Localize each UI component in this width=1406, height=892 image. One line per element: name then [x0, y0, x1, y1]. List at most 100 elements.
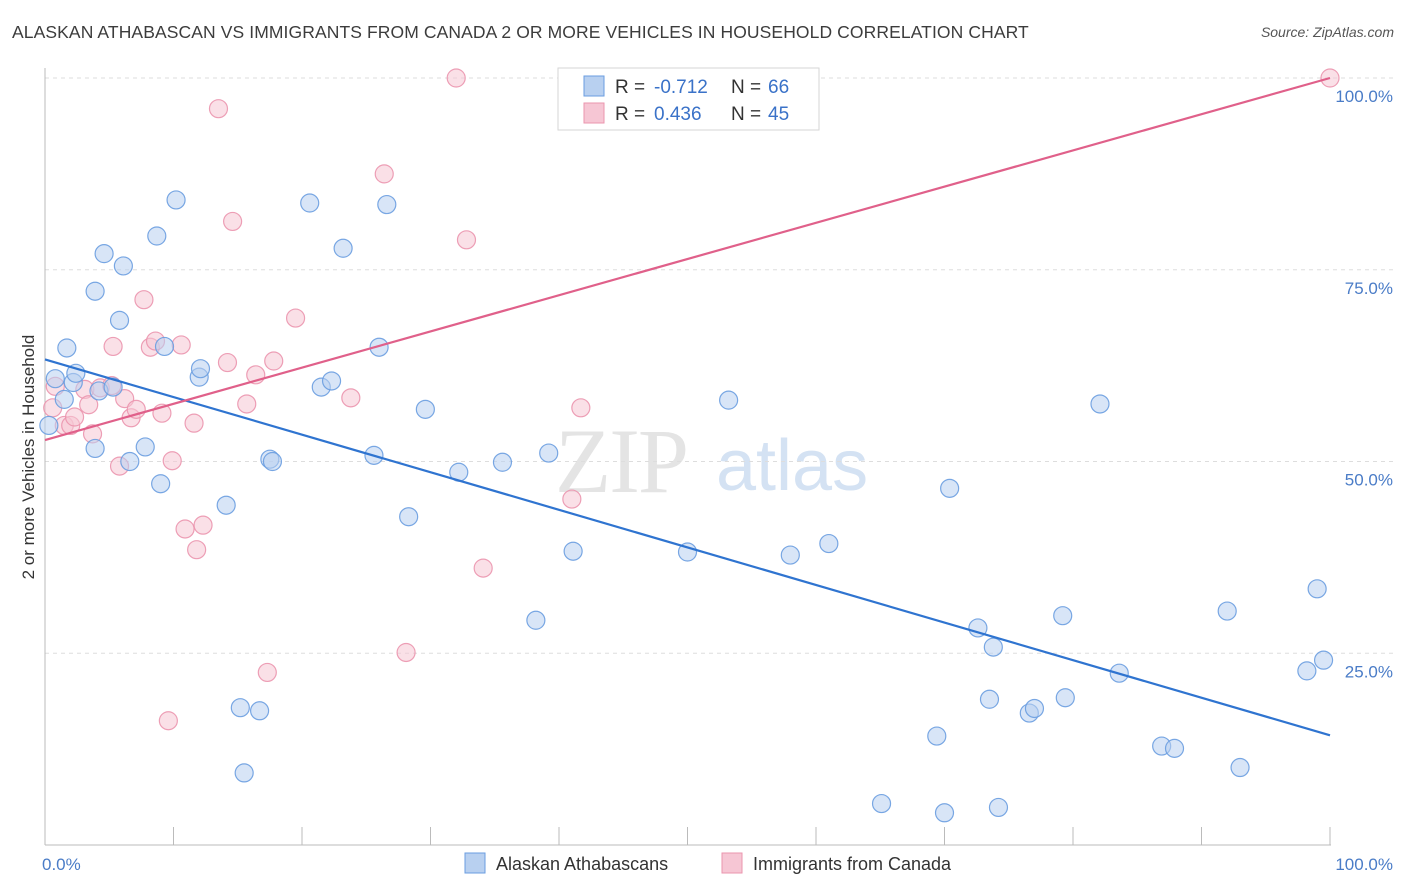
athabascan-point-16: [151, 474, 171, 494]
athabascan-point-39: [539, 443, 559, 463]
bottom-legend-swatch-pink: [721, 852, 743, 874]
athabascan-point-29: [321, 371, 342, 391]
athabascan-point-63: [1297, 661, 1317, 681]
athabascan-point-2: [54, 389, 74, 409]
athabascan-point-17: [154, 336, 175, 357]
athabascan-point-45: [871, 793, 892, 814]
athabascan-point-11: [109, 310, 130, 330]
athabascan-point-43: [780, 545, 800, 565]
athabascan-point-37: [492, 452, 513, 472]
athabascan-point-20: [190, 359, 211, 379]
bottom-legend-swatch-blue: [464, 852, 486, 874]
athabascan-point-27: [300, 193, 320, 213]
canada-point-20: [171, 335, 191, 355]
athabascan-point-21: [216, 495, 236, 515]
y-tick-label-0: 25.0%: [1345, 662, 1393, 681]
athabascan-point-51: [983, 637, 1003, 657]
legend-r-value-pink: 0.436: [654, 104, 702, 125]
legend-r-label-blue: R =: [615, 77, 645, 98]
athabascan-point-35: [415, 399, 435, 419]
canada-point-4: [64, 407, 85, 427]
canada-point-19: [162, 451, 182, 471]
canada-point-31: [264, 351, 284, 371]
athabascan-point-0: [39, 415, 59, 436]
athabascan-point-48: [934, 803, 955, 823]
athabascan-point-38: [526, 610, 546, 630]
legend-n-label-pink: N =: [731, 104, 761, 125]
canada-point-10: [103, 336, 123, 357]
bottom-legend-label-blue: Alaskan Athabascans: [496, 854, 668, 874]
athabascan-point-44: [819, 533, 839, 554]
athabascan-point-10: [103, 377, 123, 397]
canada-point-6: [79, 395, 99, 415]
athabascan-point-33: [377, 194, 397, 215]
athabascan-point-54: [1024, 698, 1045, 719]
athabascan-point-52: [988, 797, 1009, 818]
canada-point-32: [285, 308, 306, 328]
canada-point-26: [217, 352, 238, 373]
athabascan-point-13: [120, 451, 140, 472]
canada-point-28: [237, 394, 257, 414]
athabascan-point-3: [57, 338, 77, 358]
grid-lines: [45, 77, 1393, 654]
athabascan-point-46: [927, 726, 947, 746]
legend-r-value-blue: -0.712: [654, 77, 708, 98]
athabascan-point-41: [677, 542, 698, 562]
athabascan-point-7: [85, 438, 105, 459]
athabascan-point-26: [262, 451, 283, 472]
athabascan-point-22: [230, 698, 250, 718]
series-legend: Alaskan Athabascans Immigrants from Cana…: [464, 852, 952, 874]
athabascan-point-62: [1230, 757, 1250, 778]
y-tick-label-2: 75.0%: [1345, 279, 1393, 298]
athabascan-point-14: [135, 437, 155, 457]
canada-point-43: [158, 711, 178, 731]
athabascan-point-18: [166, 190, 186, 210]
athabascan-point-47: [940, 478, 960, 498]
canada-trend-line: [44, 76, 1331, 442]
canada-point-33: [341, 388, 361, 408]
chart-title: ALASKAN ATHABASCAN VS IMMIGRANTS FROM CA…: [12, 22, 1029, 42]
legend-n-value-pink: 45: [768, 104, 789, 125]
athabascan-point-9: [94, 244, 114, 264]
legend-swatch-pink: [583, 102, 605, 124]
canada-point-21: [175, 519, 195, 539]
y-tick-label-1: 50.0%: [1345, 471, 1393, 490]
source-label: Source: ZipAtlas.com: [1260, 24, 1394, 40]
canada-point-34: [374, 164, 394, 184]
canada-point-40: [571, 398, 591, 418]
athabascan-point-60: [1164, 738, 1185, 758]
legend-n-label-blue: N =: [731, 77, 761, 98]
canada-point-24: [193, 515, 213, 535]
athabascan-point-15: [147, 226, 167, 246]
axes: [44, 68, 1331, 846]
athabascan-point-23: [234, 763, 254, 783]
canada-point-15: [134, 290, 154, 310]
y-tick-labels: 25.0% 50.0% 75.0% 100.0%: [1335, 87, 1393, 681]
athabascan-point-42: [719, 390, 739, 410]
canada-point-39: [562, 489, 582, 509]
athabascan-point-34: [399, 507, 419, 527]
athabascan-point-50: [979, 689, 1000, 709]
y-tick-label-3: 100.0%: [1335, 87, 1393, 106]
x-tick-label-max: 100.0%: [1335, 855, 1393, 874]
canada-point-22: [184, 413, 204, 433]
correlation-legend: R = -0.712 N = 66 R = 0.436 N = 45: [557, 67, 820, 131]
athabascan-point-57: [1090, 394, 1110, 414]
athabascan-point-6: [85, 281, 105, 301]
canada-point-35: [396, 642, 416, 663]
canada-point-30: [257, 662, 277, 683]
x-tick-label-min: 0.0%: [42, 855, 81, 874]
athabascan-point-24: [249, 701, 270, 721]
athabascan-point-30: [333, 238, 353, 258]
athabascan-point-12: [113, 256, 133, 276]
canada-point-23: [187, 540, 207, 560]
canada-point-25: [208, 99, 229, 119]
series-immigrants-from-canada: [43, 68, 1340, 731]
legend-swatch-blue: [583, 75, 605, 97]
canada-point-36: [446, 68, 466, 88]
athabascan-point-32: [369, 337, 389, 357]
canada-point-27: [223, 211, 243, 232]
trend-lines: [44, 76, 1331, 737]
legend-r-label-pink: R =: [615, 104, 645, 125]
athabascan-point-40: [563, 541, 583, 561]
